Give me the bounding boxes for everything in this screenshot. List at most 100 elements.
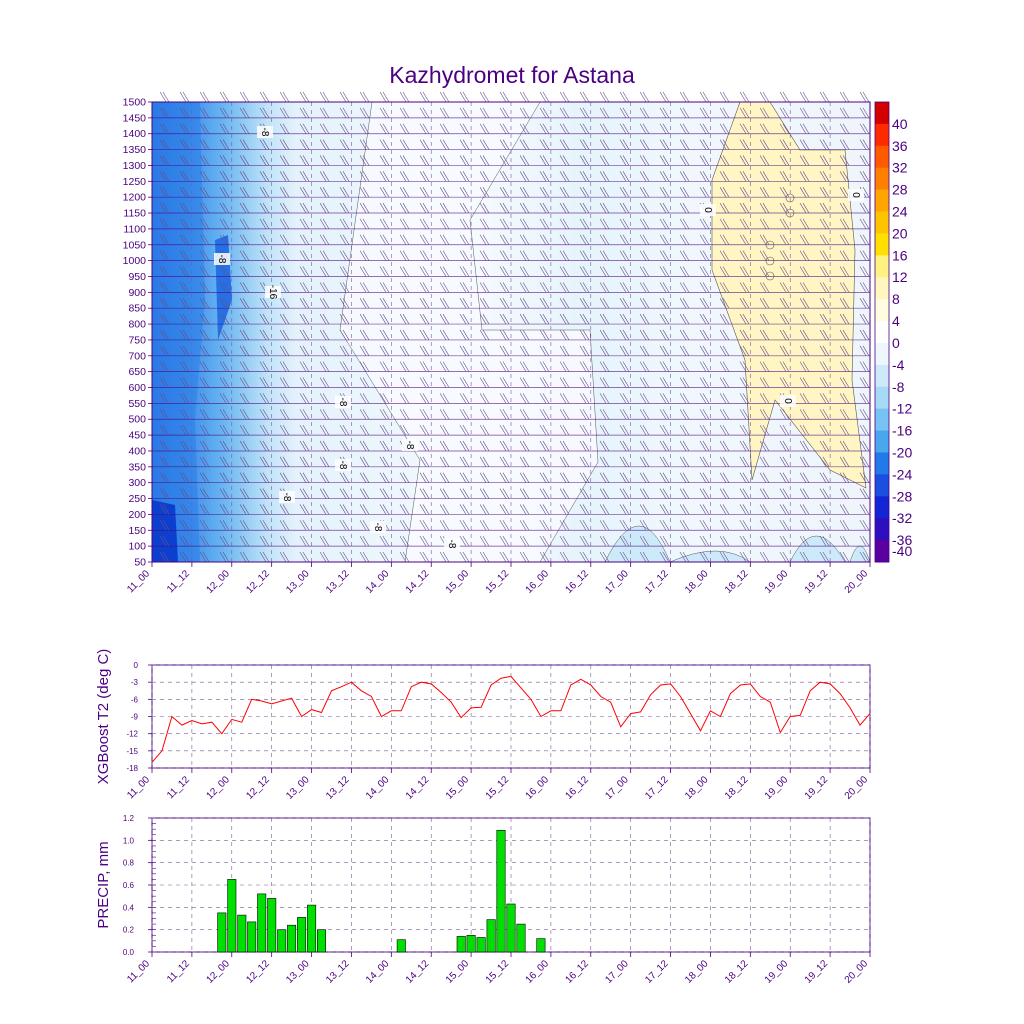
wind-barb: [659, 234, 670, 245]
wind-barb: [219, 171, 230, 182]
wind-barb: [459, 329, 470, 341]
wind-barb: [199, 393, 210, 404]
bar-x-tick-label: 15_00: [444, 958, 472, 986]
wind-barbs: [159, 91, 870, 563]
colorbar-swatch: [875, 496, 889, 519]
wind-barb: [419, 551, 430, 563]
wind-barb: [819, 472, 830, 483]
wind-barb: [299, 171, 310, 182]
contour-label: 0: [850, 192, 861, 198]
wind-barb: [839, 504, 850, 515]
y-tick-label: 1300: [123, 160, 147, 172]
wind-barb: [419, 345, 430, 356]
wind-barb: [719, 551, 730, 563]
wind-barb: [839, 488, 850, 499]
wind-barb: [619, 409, 630, 420]
calm-wind-marker: [765, 271, 775, 281]
wind-barb: [179, 345, 190, 356]
bar-x-tick-label: 20_00: [843, 958, 871, 986]
wind-barb: [359, 551, 370, 563]
wind-barb: [699, 107, 710, 119]
wind-barb: [719, 504, 730, 515]
wind-barb: [219, 218, 230, 230]
wind-barb: [379, 202, 390, 214]
wind-barb: [339, 472, 350, 483]
wind-barb: [819, 345, 830, 356]
wind-barb: [839, 155, 850, 166]
contour-label-bg: [257, 126, 273, 138]
wind-barb: [319, 393, 330, 404]
wind-barb: [719, 171, 730, 182]
contour-label: -8: [372, 523, 383, 532]
wind-barb: [759, 234, 770, 245]
wind-barb: [279, 250, 290, 261]
wind-barb: [399, 107, 410, 119]
wind-barb: [499, 440, 510, 452]
bar-y-tick-label: 0.8: [123, 859, 135, 868]
wind-barb: [259, 298, 270, 309]
wind-barb: [439, 440, 450, 452]
wind-barb: [339, 520, 350, 531]
wind-barb: [719, 520, 730, 531]
wind-barb: [419, 139, 430, 150]
wind-barb: [839, 107, 850, 119]
wind-barb: [579, 123, 590, 134]
wind-barb: [719, 345, 730, 356]
wind-barb: [619, 266, 630, 277]
wind-barb: [639, 171, 650, 182]
wind-barb: [659, 424, 670, 436]
wind-barb: [299, 520, 310, 531]
wind-barb: [699, 282, 710, 293]
wind-barb: [299, 313, 310, 325]
wind-barb: [739, 187, 750, 198]
wind-barb: [339, 91, 350, 103]
wind-barb: [159, 107, 170, 119]
colorbar-label: 0: [892, 335, 900, 351]
wind-barb: [619, 361, 630, 372]
wind-barb: [439, 520, 450, 531]
wind-barb: [419, 282, 430, 293]
wind-barb: [739, 345, 750, 356]
wind-barb: [499, 266, 510, 277]
wind-barb: [519, 139, 530, 150]
wind-barb: [799, 440, 810, 452]
y-tick-label: 1200: [123, 192, 147, 204]
contour-region-low-0: [604, 525, 671, 563]
wind-barb: [359, 504, 370, 515]
wind-barb: [619, 377, 630, 388]
y-tick-label: 950: [128, 271, 146, 283]
wind-barb: [279, 313, 290, 325]
wind-barb: [199, 504, 210, 515]
wind-barb: [759, 551, 770, 563]
wind-barb: [619, 107, 630, 119]
wind-barb: [679, 345, 690, 356]
y-tick-label: 300: [128, 477, 146, 489]
wind-barb: [479, 440, 490, 452]
y-tick-label: 1350: [123, 144, 147, 156]
wind-barb: [159, 218, 170, 230]
wind-barb: [519, 187, 530, 198]
wind-barb: [859, 440, 870, 452]
precip-bar: [496, 829, 506, 953]
calm-wind-marker: [785, 193, 795, 203]
wind-barb: [619, 155, 630, 166]
wind-barb: [359, 424, 370, 436]
wind-barb: [279, 202, 290, 214]
line-x-tick-label: 13_00: [284, 774, 312, 802]
wind-barb: [539, 107, 550, 119]
wind-barb: [599, 409, 610, 420]
bar-x-tick-label: 18_00: [683, 958, 711, 986]
wind-barb: [739, 282, 750, 293]
heatmap-x-tick-label: 14_00: [364, 568, 392, 596]
wind-barb: [799, 313, 810, 325]
wind-barb: [339, 361, 350, 372]
wind-barb: [399, 139, 410, 150]
wind-barb: [599, 535, 610, 547]
wind-barb: [579, 377, 590, 388]
precip-bar: [536, 938, 546, 953]
wind-barb: [279, 345, 290, 356]
wind-barb: [479, 298, 490, 309]
wind-barb: [439, 234, 450, 245]
bar-x-tick-label: 14_00: [364, 958, 392, 986]
wind-barb: [299, 345, 310, 356]
